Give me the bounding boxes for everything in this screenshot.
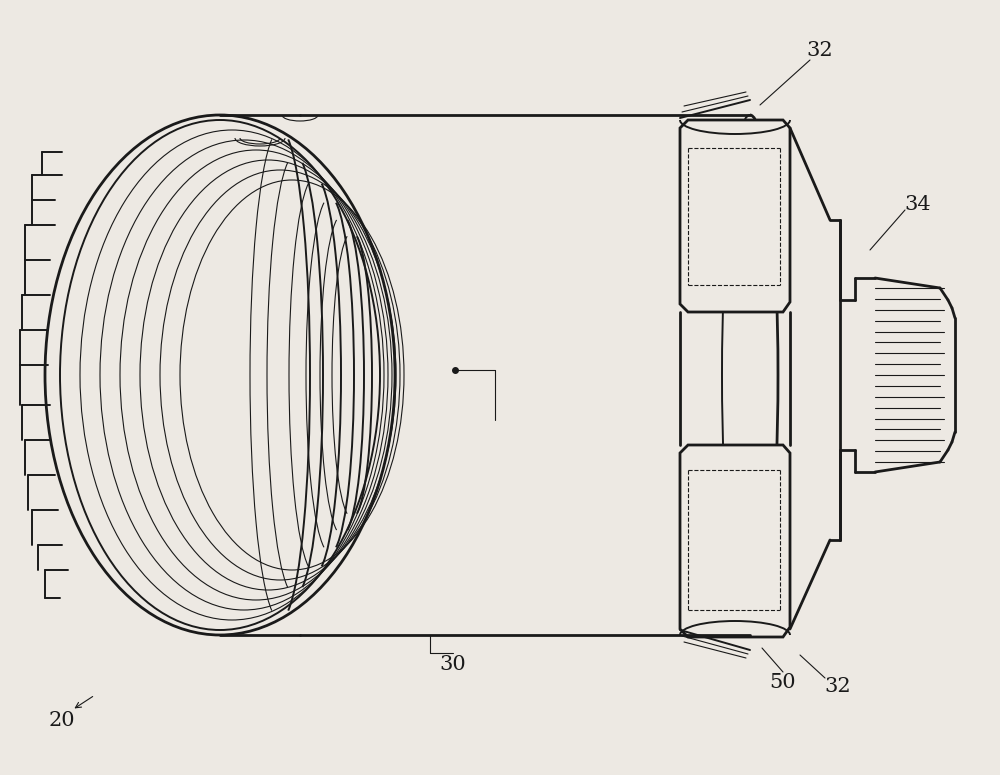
Text: 50: 50 (770, 673, 796, 693)
Polygon shape (680, 445, 790, 637)
Text: 20: 20 (49, 711, 75, 729)
Text: 32: 32 (825, 677, 851, 697)
Polygon shape (680, 120, 790, 312)
Text: 32: 32 (807, 40, 833, 60)
Text: 34: 34 (905, 195, 931, 215)
Text: 30: 30 (440, 655, 466, 673)
